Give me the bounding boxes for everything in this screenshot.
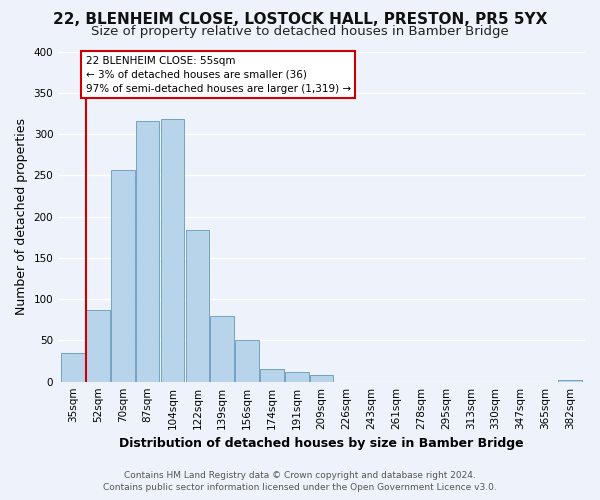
Y-axis label: Number of detached properties: Number of detached properties	[15, 118, 28, 315]
Text: Size of property relative to detached houses in Bamber Bridge: Size of property relative to detached ho…	[91, 25, 509, 38]
Bar	[185, 230, 209, 382]
Text: 22 BLENHEIM CLOSE: 55sqm
← 3% of detached houses are smaller (36)
97% of semi-de: 22 BLENHEIM CLOSE: 55sqm ← 3% of detache…	[86, 56, 350, 94]
Bar	[86, 310, 110, 382]
X-axis label: Distribution of detached houses by size in Bamber Bridge: Distribution of detached houses by size …	[119, 437, 524, 450]
Text: Contains HM Land Registry data © Crown copyright and database right 2024.
Contai: Contains HM Land Registry data © Crown c…	[103, 471, 497, 492]
Bar	[310, 375, 334, 382]
Bar	[161, 119, 184, 382]
Bar	[260, 370, 284, 382]
Bar	[211, 316, 234, 382]
Bar	[558, 380, 582, 382]
Bar	[111, 170, 134, 382]
Bar	[61, 353, 85, 382]
Text: 22, BLENHEIM CLOSE, LOSTOCK HALL, PRESTON, PR5 5YX: 22, BLENHEIM CLOSE, LOSTOCK HALL, PRESTO…	[53, 12, 547, 28]
Bar	[285, 372, 308, 382]
Bar	[235, 340, 259, 382]
Bar	[136, 121, 160, 382]
